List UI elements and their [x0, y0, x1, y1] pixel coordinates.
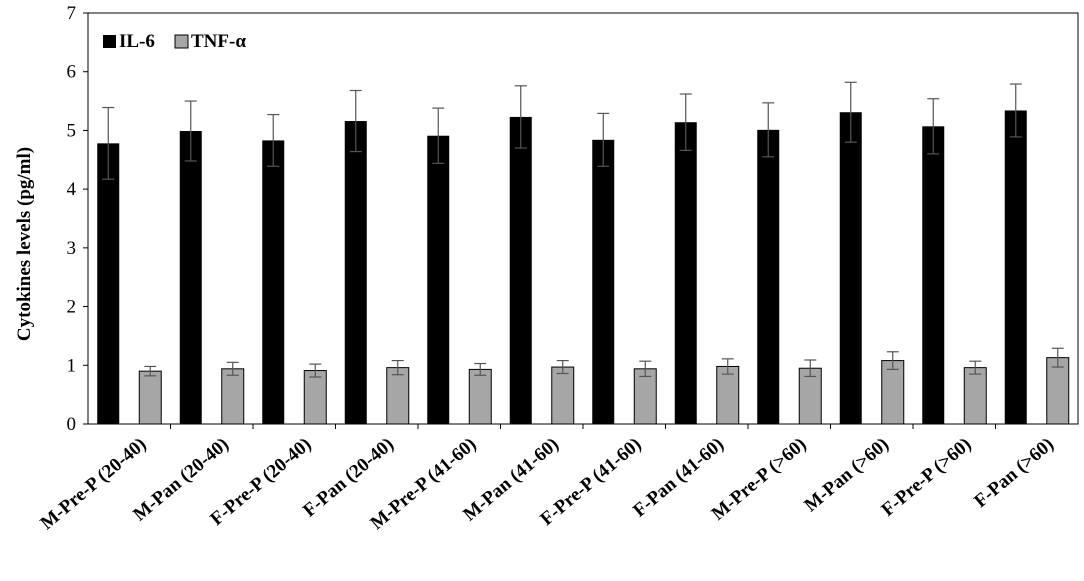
- bar-il6: [674, 122, 697, 425]
- bar-il6: [427, 135, 450, 424]
- x-category-label: F-Pan (>60): [970, 434, 1058, 512]
- bar-tnf: [633, 368, 657, 425]
- legend-swatch-tnf: [174, 34, 189, 49]
- bar-tnf: [386, 367, 410, 425]
- legend-swatch-il6: [103, 35, 116, 48]
- y-tick-label: 2: [67, 297, 77, 318]
- y-tick-label: 1: [67, 355, 77, 376]
- y-axis-title: Cytokines levels (pg/ml): [14, 147, 35, 341]
- legend: IL-6 TNF-α: [103, 31, 246, 52]
- bar-il6: [592, 139, 615, 424]
- legend-label-il6: IL-6: [119, 31, 155, 52]
- bar-il6: [839, 112, 862, 424]
- bar-tnf: [881, 360, 905, 425]
- bar-tnf: [963, 367, 987, 425]
- bar-il6: [344, 121, 367, 424]
- bar-il6: [97, 143, 120, 425]
- y-tick-label: 0: [67, 414, 77, 435]
- y-tick-label: 3: [67, 238, 77, 259]
- x-category-label: M-Pre-P (20-40): [37, 434, 151, 534]
- bar-il6: [509, 116, 532, 424]
- bar-tnf: [551, 366, 575, 425]
- legend-label-tnf: TNF-α: [191, 31, 246, 52]
- x-category-label: F-Pre-P (>60): [878, 434, 976, 521]
- y-tick-label: 7: [67, 3, 77, 24]
- bar-tnf: [468, 368, 492, 425]
- bar-tnf: [303, 370, 327, 425]
- bar-tnf: [716, 365, 740, 425]
- bar-il6: [262, 140, 285, 424]
- y-tick-label: 4: [67, 179, 77, 200]
- y-tick-label: 5: [67, 120, 77, 141]
- bar-tnf: [221, 368, 245, 425]
- bar-il6: [179, 131, 202, 424]
- bar-il6: [757, 129, 780, 424]
- y-tick-label: 6: [67, 62, 77, 83]
- bar-il6: [922, 126, 945, 424]
- bar-tnf: [138, 370, 162, 425]
- bar-il6: [1004, 110, 1027, 425]
